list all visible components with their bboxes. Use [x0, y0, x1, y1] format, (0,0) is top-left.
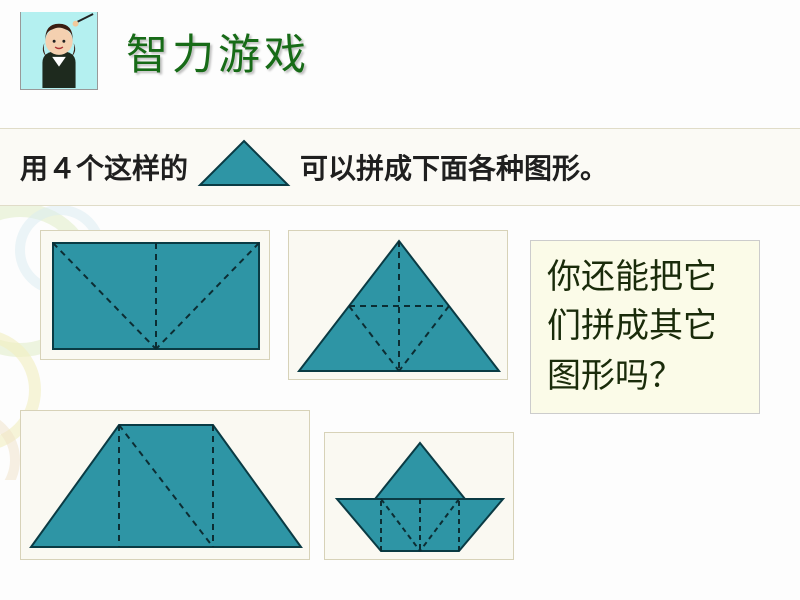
page-title: 智力游戏: [126, 21, 310, 82]
header: 智力游戏: [20, 12, 310, 90]
shape-trapezoid: [20, 410, 310, 560]
example-triangle: [196, 137, 292, 197]
teacher-icon: [20, 12, 98, 90]
shape-boat: [324, 432, 514, 560]
instruction-left: 用４个这样的: [20, 147, 188, 187]
shapes-area: [40, 222, 520, 582]
instruction-right: 可以拼成下面各种图形。: [300, 147, 608, 187]
shape-large-triangle: [288, 230, 508, 380]
instruction-strip: 用４个这样的 可以拼成下面各种图形。: [0, 128, 800, 206]
shape-rectangle: [40, 230, 270, 360]
question-box: 你还能把它们拼成其它图形吗？: [530, 240, 760, 414]
